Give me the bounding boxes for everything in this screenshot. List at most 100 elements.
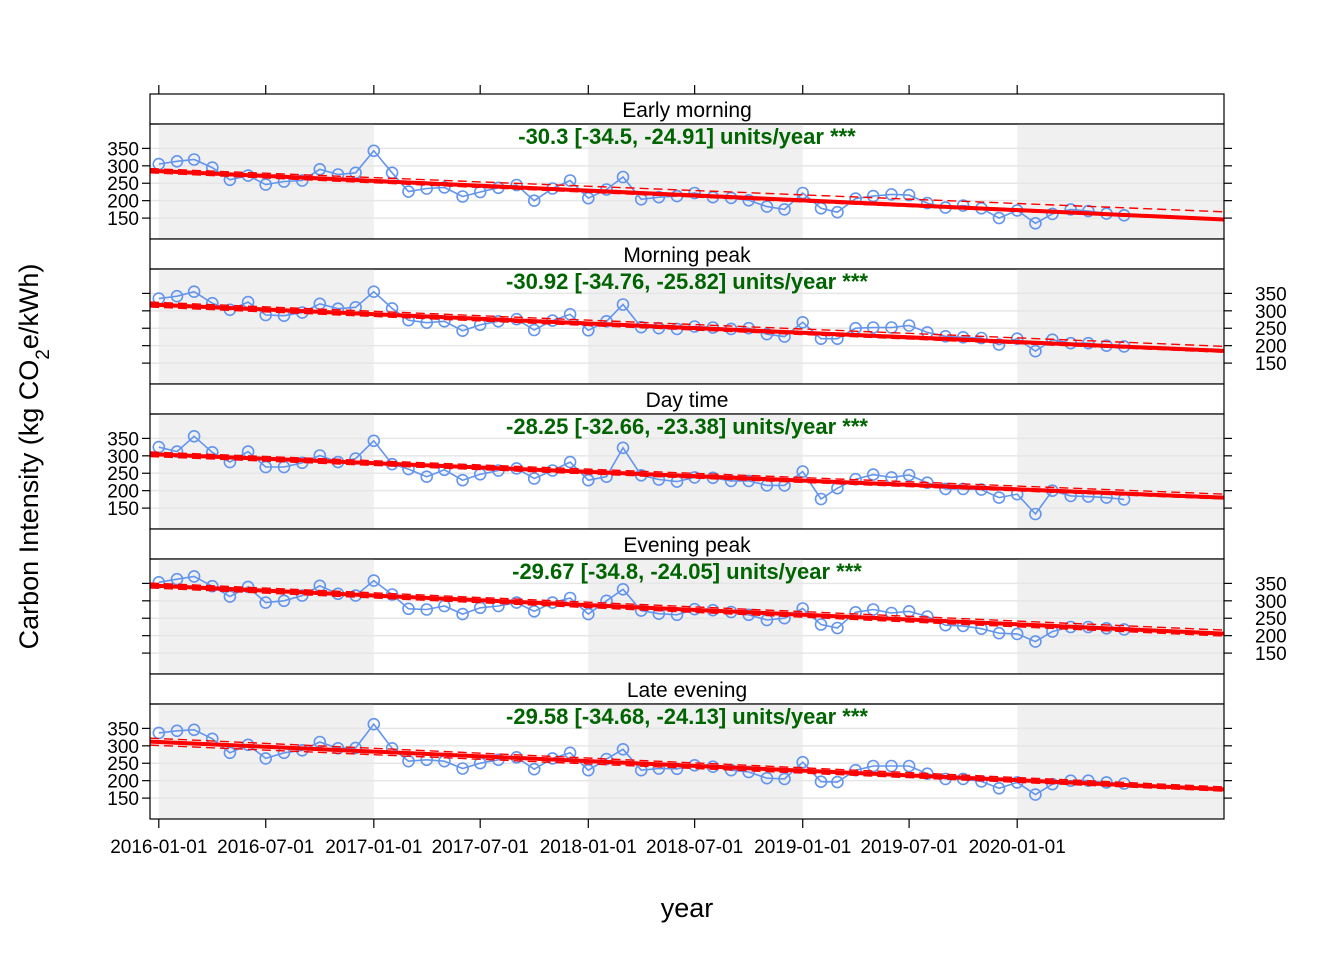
y-tick-label: 250 (107, 464, 139, 485)
y-tick-label: 200 (107, 772, 139, 793)
data-point (956, 330, 970, 344)
y-tick-label: 350 (107, 719, 139, 740)
year-shade-band (588, 124, 803, 239)
trend-line (150, 452, 1224, 500)
data-point (456, 607, 469, 621)
year-shade-band (158, 124, 374, 239)
data-point (295, 174, 309, 187)
data-point (1029, 344, 1042, 358)
data-point (420, 470, 434, 484)
data-point (688, 186, 701, 200)
panel-border (149, 703, 1225, 820)
data-point (1029, 217, 1042, 230)
panel-strip (149, 528, 1225, 560)
y-axis-title-part: e/kWh) (14, 264, 44, 350)
data-point (527, 762, 541, 776)
data-point (902, 759, 916, 773)
panel-plot-area (150, 269, 1224, 384)
data-point (187, 723, 201, 737)
data-point (527, 194, 541, 207)
data-point (1029, 507, 1042, 521)
data-point (259, 596, 273, 609)
trend-annotation: -30.92 [-34.76, -25.82] units/year *** (506, 269, 868, 294)
panel-3: Day time-28.25 [-32.66, -23.38] units/ye… (107, 383, 1232, 530)
data-point (992, 626, 1006, 640)
trend-annotation: -30.3 [-34.5, -24.91] units/year *** (518, 124, 856, 149)
y-tick-label: 300 (107, 157, 139, 178)
data-point (616, 742, 630, 756)
trend-annotation: -29.67 [-34.8, -24.05] units/year *** (512, 559, 862, 584)
data-point (814, 775, 828, 789)
panel-strip (149, 383, 1225, 415)
data-point (866, 321, 880, 334)
data-point (796, 465, 810, 478)
trend-upper-ci (150, 737, 1224, 788)
data-point (814, 618, 828, 631)
data-point (902, 188, 916, 202)
data-point (527, 472, 541, 485)
data-point (1029, 635, 1042, 648)
data-point (367, 285, 381, 299)
x-tick-label: 2018-07-01 (646, 837, 743, 858)
panel-title: Morning peak (623, 244, 751, 267)
data-point (866, 603, 880, 616)
data-point (187, 570, 201, 583)
data-point (866, 468, 880, 481)
data-point (438, 181, 451, 194)
data-point (563, 746, 577, 760)
data-point (367, 434, 381, 448)
trend-upper-ci (150, 582, 1224, 631)
data-point (563, 455, 577, 469)
data-point (885, 188, 898, 201)
trend-annotation: -28.25 [-32.66, -23.38] units/year *** (506, 414, 868, 439)
data-point (975, 331, 988, 345)
data-point (796, 315, 810, 329)
year-shade-band (158, 704, 374, 819)
data-point (420, 603, 434, 616)
y-tick-label: 350 (1255, 574, 1287, 595)
x-tick-label: 2019-01-01 (754, 837, 851, 858)
data-point (902, 468, 916, 482)
data-point (187, 429, 201, 443)
data-point (1010, 627, 1024, 641)
y-tick-label: 150 (1255, 644, 1287, 665)
year-shade-band (1017, 704, 1224, 819)
y-tick-label: 150 (107, 789, 139, 810)
panel-plot-area (150, 704, 1224, 819)
y-tick-label: 250 (107, 754, 139, 775)
y-axis-title: Carbon Intensity (kg CO2e/kWh) (14, 264, 54, 650)
data-point (616, 298, 630, 311)
panel-1: Early morning-30.3 [-34.5, -24.91] units… (107, 93, 1232, 240)
data-point (652, 190, 666, 204)
x-tick-label: 2016-07-01 (217, 837, 314, 858)
trend-upper-ci (150, 167, 1224, 213)
data-point (902, 319, 916, 332)
data-point (992, 338, 1006, 351)
data-point (992, 491, 1006, 504)
panel-strip (149, 93, 1225, 125)
series-line (158, 149, 1125, 225)
data-point (778, 772, 791, 786)
year-shade-band (588, 559, 803, 674)
trend-line (150, 583, 1224, 636)
panel-5: Late evening-29.58 [-34.68, -24.13] unit… (107, 673, 1232, 820)
data-point (866, 759, 880, 773)
x-tick-label: 2017-07-01 (432, 837, 529, 858)
data-point (187, 153, 201, 166)
data-point (170, 289, 184, 303)
panel-plot-area (150, 124, 1224, 239)
y-tick-label: 350 (107, 429, 139, 450)
data-point (616, 170, 630, 184)
y-tick-label: 250 (1255, 319, 1287, 340)
data-point (456, 324, 469, 338)
panel-title: Early morning (622, 99, 752, 122)
data-point (277, 594, 291, 608)
trend-upper-ci (150, 451, 1224, 495)
trend-lower-ci (150, 744, 1224, 792)
year-shade-band (1017, 559, 1224, 674)
trend-line (150, 739, 1224, 792)
data-point (402, 185, 415, 198)
trend-lower-ci (150, 587, 1224, 637)
x-tick-label: 2020-01-01 (969, 837, 1066, 858)
